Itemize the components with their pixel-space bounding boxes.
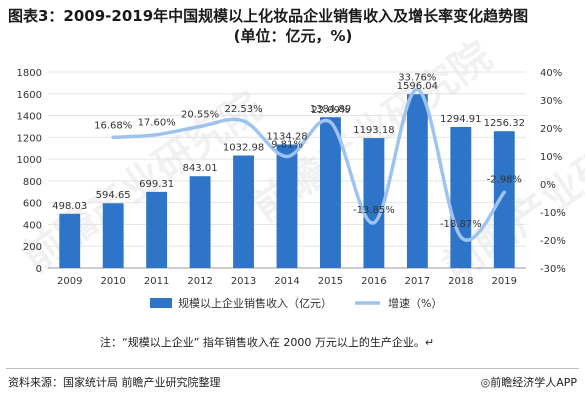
bar-value-label: 1294.91 bbox=[440, 114, 481, 125]
y-tick-label-left: 200 bbox=[23, 242, 42, 253]
bar bbox=[406, 94, 428, 268]
bar bbox=[233, 155, 254, 268]
y-tick-label-left: 1800 bbox=[17, 68, 42, 79]
y-tick-label-left: 1200 bbox=[17, 133, 42, 144]
legend-bar-swatch bbox=[150, 298, 172, 308]
bar bbox=[189, 176, 211, 268]
title-line-2: (单位：亿元，%) bbox=[233, 27, 353, 45]
y-tick-label-left: 600 bbox=[23, 199, 42, 210]
bar bbox=[363, 138, 385, 268]
x-tick-label: 2015 bbox=[318, 276, 343, 287]
y-tick-label-left: 1000 bbox=[17, 155, 42, 166]
growth-value-label: 22.09% bbox=[311, 105, 349, 116]
bar-value-label: 594.65 bbox=[96, 190, 131, 201]
y-tick-label-right: 20% bbox=[540, 124, 562, 135]
divider bbox=[6, 368, 579, 369]
x-tick-label: 2011 bbox=[144, 276, 169, 287]
legend-bar-label: 规模以上企业销售收入（亿元） bbox=[178, 296, 332, 310]
bar bbox=[450, 126, 472, 268]
x-tick-label: 2017 bbox=[405, 276, 430, 287]
growth-line bbox=[111, 87, 507, 242]
y-tick-label-left: 0 bbox=[36, 264, 42, 275]
legend-line-label: 增速（%） bbox=[388, 296, 442, 310]
growth-value-label: -2.98% bbox=[487, 174, 522, 185]
y-tick-label-left: 800 bbox=[23, 177, 42, 188]
bar-value-label: 1032.98 bbox=[223, 143, 264, 154]
y-tick-label-right: -30% bbox=[540, 264, 566, 275]
bar bbox=[146, 191, 168, 268]
bar-value-label: 1134.28 bbox=[266, 131, 307, 142]
bar-value-label: 1596.04 bbox=[397, 81, 438, 92]
y-tick-label-left: 1400 bbox=[17, 112, 42, 123]
y-tick-label-right: -10% bbox=[540, 208, 566, 219]
bar-value-label: 699.31 bbox=[139, 179, 174, 190]
bar-value-label: 1193.18 bbox=[353, 125, 394, 136]
bar bbox=[276, 144, 298, 268]
x-tick-label: 2013 bbox=[231, 276, 256, 287]
growth-value-label: 9.81% bbox=[271, 140, 303, 151]
x-tick-label: 2010 bbox=[100, 276, 125, 287]
x-tick-label: 2018 bbox=[448, 276, 473, 287]
growth-value-label: 33.76% bbox=[398, 72, 436, 83]
y-tick-label-right: 40% bbox=[540, 68, 562, 79]
bar-value-label: 1384.89 bbox=[310, 104, 351, 115]
growth-value-label: 20.55% bbox=[181, 109, 219, 120]
y-tick-label-right: -20% bbox=[540, 236, 566, 247]
x-tick-label: 2014 bbox=[274, 276, 299, 287]
x-tick-label: 2019 bbox=[492, 276, 517, 287]
x-tick-label: 2016 bbox=[361, 276, 386, 287]
y-tick-label-left: 400 bbox=[23, 220, 42, 231]
bar bbox=[102, 203, 124, 268]
bar bbox=[59, 213, 81, 268]
bar-value-label: 1256.32 bbox=[484, 118, 525, 129]
y-tick-label-right: 30% bbox=[540, 96, 562, 107]
x-tick-label: 2012 bbox=[187, 276, 212, 287]
growth-value-label: 17.60% bbox=[138, 118, 176, 129]
bar-value-label: 843.01 bbox=[183, 163, 218, 174]
brand-text: ◎前瞻经济学人APP bbox=[480, 376, 577, 389]
growth-value-label: -18.87% bbox=[440, 219, 482, 230]
bar bbox=[493, 131, 515, 268]
x-tick-label: 2009 bbox=[57, 276, 82, 287]
y-tick-label-right: 0% bbox=[540, 180, 556, 191]
y-tick-label-right: 10% bbox=[540, 152, 562, 163]
growth-value-label: 16.68% bbox=[94, 120, 132, 131]
chart-title: 图表3：2009-2019年中国规模以上化妆品企业销售收入及增长率变化趋势图 (… bbox=[8, 6, 578, 46]
source-text: 资料来源：国家统计局 前瞻产业研究院整理 bbox=[8, 376, 221, 389]
footnote: 注：“规模以上企业” 指年销售收入在 2000 万元以上的生产企业。↵ bbox=[100, 336, 435, 349]
y-tick-label-left: 1600 bbox=[17, 90, 42, 101]
bar-value-label: 498.03 bbox=[52, 201, 87, 212]
title-line-1: 图表3：2009-2019年中国规模以上化妆品企业销售收入及增长率变化趋势图 bbox=[8, 7, 529, 25]
growth-value-label: -13.85% bbox=[353, 205, 395, 216]
bar bbox=[320, 117, 341, 268]
growth-value-label: 22.53% bbox=[224, 104, 262, 115]
